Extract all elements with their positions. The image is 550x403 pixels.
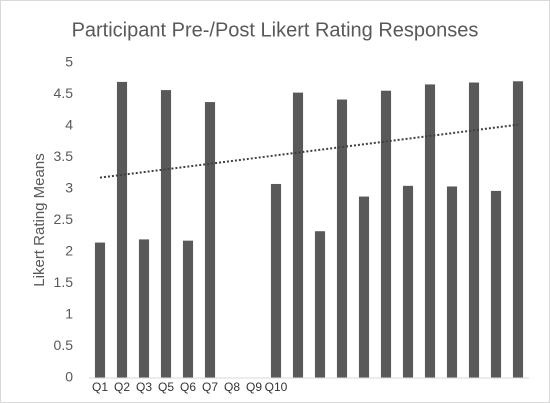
y-axis-label: Likert Rating Means xyxy=(31,153,48,286)
bar xyxy=(446,186,458,378)
bar xyxy=(336,99,348,378)
y-tick-label: 0.5 xyxy=(54,337,74,353)
bar xyxy=(424,84,436,379)
bar xyxy=(512,81,524,379)
bar xyxy=(160,90,172,378)
x-tick-label: Q3 xyxy=(136,380,152,394)
x-tick-label: Q1 xyxy=(92,380,108,394)
bar xyxy=(94,242,106,378)
x-tick-label: Q5 xyxy=(158,380,174,394)
y-tick-label: 4 xyxy=(65,117,73,133)
bar xyxy=(182,240,194,378)
y-tick-label: 1.5 xyxy=(54,274,74,290)
y-tick-label: 5 xyxy=(65,54,73,70)
x-tick-label: Q8 xyxy=(224,380,240,394)
bar xyxy=(314,231,326,378)
y-tick-label: 0 xyxy=(65,369,73,385)
bar xyxy=(292,92,304,379)
y-tick-label: 1 xyxy=(65,306,73,322)
x-tick-label: Q7 xyxy=(202,380,218,394)
chart-title: Participant Pre-/Post Likert Rating Resp… xyxy=(72,19,479,41)
x-tick-label: Q2 xyxy=(114,380,130,394)
bar xyxy=(116,81,128,379)
y-tick-label: 2.5 xyxy=(54,211,74,227)
bar xyxy=(138,239,150,378)
bar xyxy=(204,102,216,378)
x-tick-label: Q9 xyxy=(246,380,262,394)
bar xyxy=(402,185,414,378)
y-tick-label: 3 xyxy=(65,180,73,196)
y-tick-label: 4.5 xyxy=(54,85,74,101)
x-tick-label: Q10 xyxy=(265,380,288,394)
x-tick-label: Q6 xyxy=(180,380,196,394)
bar xyxy=(270,183,282,378)
bar xyxy=(358,196,370,378)
bar xyxy=(380,90,392,378)
bar xyxy=(468,82,480,378)
y-tick-label: 2 xyxy=(65,243,73,259)
bar xyxy=(490,190,502,378)
y-tick-label: 3.5 xyxy=(54,148,74,164)
